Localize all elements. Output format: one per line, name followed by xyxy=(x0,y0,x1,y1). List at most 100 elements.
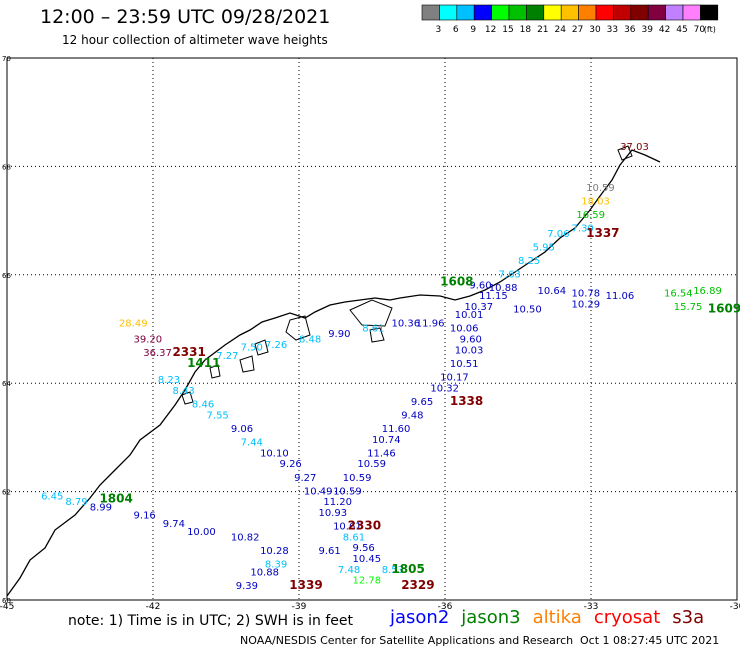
wave-height-label: 11.96 xyxy=(416,318,445,329)
wave-height-label: 10.93 xyxy=(318,508,347,519)
wave-height-label: 9.16 xyxy=(134,511,156,522)
legend-tick-label: 33 xyxy=(607,25,618,35)
coastal-island xyxy=(369,327,385,343)
wave-height-label: 7.55 xyxy=(207,410,229,421)
longitude-tick-label: -39 xyxy=(292,602,307,610)
wave-height-label: 8.61 xyxy=(343,532,365,543)
longitude-tick-label: -33 xyxy=(584,602,599,610)
wave-height-label: 7.48 xyxy=(338,565,360,576)
legend-tick-label: 6 xyxy=(453,25,459,35)
wave-height-label: 15.75 xyxy=(674,302,703,313)
wave-height-label: 9.74 xyxy=(163,519,185,530)
longitude-tick-label: -45 xyxy=(0,602,14,610)
pass-time-label: 1338 xyxy=(450,394,483,408)
wave-height-label: 10.59 xyxy=(343,473,372,484)
wave-height-label: 7.63 xyxy=(499,270,521,281)
wave-height-label: 8.43 xyxy=(172,386,194,397)
pass-time-label: 1411 xyxy=(187,356,220,370)
latitude-tick-label: 60 xyxy=(2,597,11,605)
satellite-name: jason3 xyxy=(461,607,521,628)
coastal-island xyxy=(254,339,269,356)
page-subtitle: 12 hour collection of altimeter wave hei… xyxy=(62,33,328,47)
wave-height-label: 8.46 xyxy=(192,400,214,411)
wave-height-label: 9.06 xyxy=(231,424,253,435)
satellite-legend: jason2 jason3 altika cryosat s3a xyxy=(390,607,716,628)
wave-height-label: 8.53 xyxy=(382,565,404,576)
satellite-name: jason2 xyxy=(390,607,450,628)
coastal-island xyxy=(209,364,221,379)
wave-height-label: 8.39 xyxy=(265,559,287,570)
wave-height-label: 8.61 xyxy=(362,324,384,335)
legend-tick-label: 3 xyxy=(436,25,442,35)
color-legend: 3 6 9 12 15 18 21 24 27 30 33 36 39 42 45 70(ft) xyxy=(421,4,719,35)
latitude-tick-label: 70 xyxy=(2,55,11,63)
wave-height-label: 10.59 xyxy=(586,183,615,194)
wave-height-label: 10.82 xyxy=(231,532,260,543)
wave-height-label: 10.59 xyxy=(357,459,386,470)
coastal-island xyxy=(349,299,393,327)
wave-height-label: 8.79 xyxy=(65,497,87,508)
wave-height-label: 9.56 xyxy=(353,543,375,554)
wave-height-label: 9.61 xyxy=(318,546,340,557)
wave-height-label: 10.29 xyxy=(572,299,601,310)
wave-height-label: 28.49 xyxy=(119,318,148,329)
wave-height-label: 10.10 xyxy=(260,448,289,459)
wave-height-map: 70 68 66 64 62 60-45 -42 -39 -36 -33 -30 37.03 10.59… xyxy=(0,55,740,610)
legend-tick-label: 18 xyxy=(520,25,532,35)
pass-time-label: 1804 xyxy=(99,491,132,505)
coastal-island xyxy=(181,391,194,405)
wave-height-label: 10.45 xyxy=(353,554,382,565)
greenland-coastline xyxy=(6,149,661,597)
wave-height-label: 16.89 xyxy=(693,286,722,297)
coastal-island xyxy=(617,145,633,161)
wave-height-label: 16.54 xyxy=(664,288,693,299)
wave-height-label: 9.27 xyxy=(294,473,316,484)
wave-height-label: 7.50 xyxy=(241,343,263,354)
wave-height-label: 8.25 xyxy=(518,256,540,267)
wave-height-label: 6.45 xyxy=(41,492,63,503)
wave-height-label: 7.27 xyxy=(216,351,238,362)
latitude-tick-label: 62 xyxy=(2,489,11,497)
wave-height-label: 11.46 xyxy=(367,448,396,459)
wave-height-label: 16.59 xyxy=(576,210,605,221)
latitude-tick-label: 66 xyxy=(2,272,11,280)
satellite-name: cryosat xyxy=(593,607,661,628)
wave-height-label: 7.26 xyxy=(265,340,287,351)
wave-height-label: 10.50 xyxy=(513,305,542,316)
pass-time-label: 1608 xyxy=(440,275,473,289)
wave-height-label: 10.28 xyxy=(260,546,289,557)
wave-height-label: 9.60 xyxy=(469,280,491,291)
legend-tick-label: 30 xyxy=(589,25,601,35)
legend-unit: (ft) xyxy=(704,25,716,34)
wave-height-label: 10.06 xyxy=(450,324,479,335)
legend-tick-label: 45 xyxy=(676,25,687,35)
wave-height-label: 36.37 xyxy=(143,348,172,359)
wave-height-label: 7.06 xyxy=(547,229,569,240)
page-title: 12:00 – 23:59 UTC 09/28/2021 xyxy=(40,6,331,28)
coastal-island xyxy=(239,355,255,373)
legend-tick-label: 21 xyxy=(537,25,548,35)
pass-time-label: 2330 xyxy=(348,519,381,533)
legend-tick-label: 15 xyxy=(502,25,513,35)
legend-tick-label: 36 xyxy=(624,25,636,35)
generated-timestamp: Oct 1 08:27:45 UTC 2021 xyxy=(580,634,720,647)
legend-tick-label: 12 xyxy=(485,25,496,35)
wave-height-label: 10.00 xyxy=(187,527,216,538)
wave-height-label: 10.88 xyxy=(489,283,518,294)
legend-swatch xyxy=(700,4,719,21)
wave-height-label: 5.95 xyxy=(533,242,555,253)
wave-height-label: 9.90 xyxy=(328,329,350,340)
wave-height-label: 10.64 xyxy=(537,286,566,297)
legend-tick-label: 24 xyxy=(554,25,566,35)
wave-height-label: 9.39 xyxy=(236,581,258,592)
legend-tick-label: 27 xyxy=(572,25,583,35)
wave-height-label: 10.74 xyxy=(372,435,401,446)
pass-time-label: 2331 xyxy=(172,345,205,359)
wave-height-label: 10.36 xyxy=(391,318,420,329)
wave-height-label: 7.44 xyxy=(241,438,263,449)
satellite-name: altika xyxy=(532,607,582,628)
pass-time-label: 1337 xyxy=(586,226,619,240)
pass-time-label: 1339 xyxy=(289,578,322,592)
wave-height-label: 8.48 xyxy=(299,335,321,346)
wave-height-label: 11.60 xyxy=(382,424,411,435)
